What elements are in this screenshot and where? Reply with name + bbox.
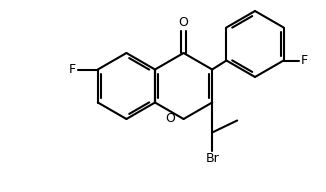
- Text: Br: Br: [205, 152, 219, 166]
- Text: F: F: [301, 54, 308, 67]
- Text: O: O: [166, 113, 176, 126]
- Text: F: F: [69, 63, 76, 76]
- Text: O: O: [179, 16, 188, 29]
